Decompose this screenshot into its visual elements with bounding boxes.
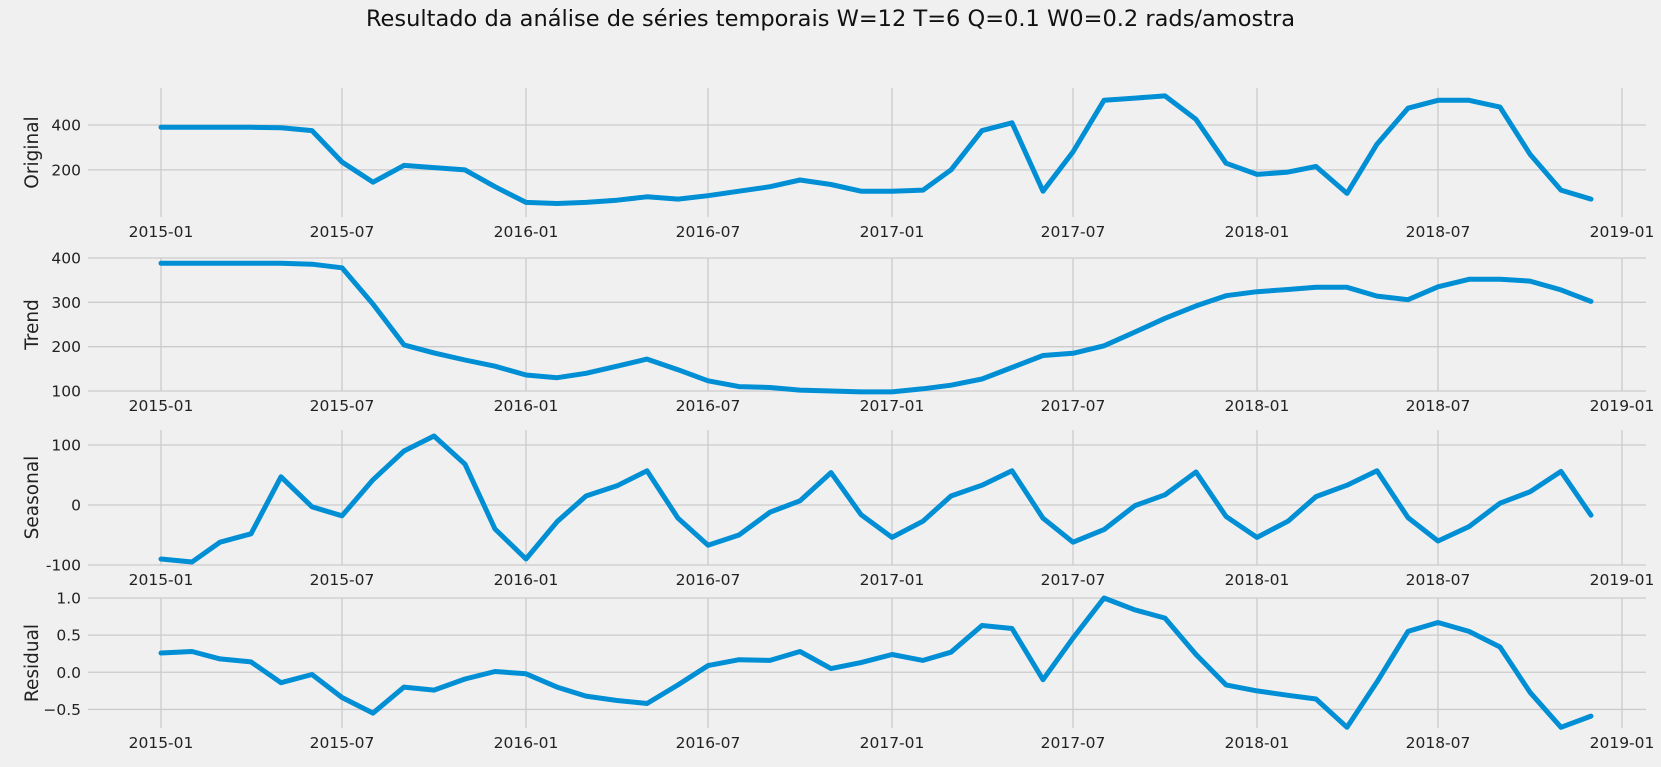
residual-y-tick-label: 0.0	[56, 664, 81, 682]
original-x-tick-label: 2015-07	[310, 223, 375, 241]
residual-y-tick-label: 0.5	[56, 627, 81, 645]
seasonal-x-tick-label: 2019-01	[1590, 571, 1655, 589]
trend-y-tick-label: 400	[51, 250, 81, 268]
original-x-tick-label: 2017-07	[1041, 223, 1106, 241]
seasonal-y-tick-label: -100	[46, 557, 81, 575]
trend-y-tick-label: 300	[51, 294, 81, 312]
seasonal-y-tick-label: 100	[51, 437, 81, 455]
residual-y-tick-label: 1.0	[56, 590, 81, 608]
trend-x-tick-label: 2017-07	[1041, 397, 1106, 415]
original-x-tick-label: 2017-01	[860, 223, 925, 241]
original-x-tick-label: 2018-07	[1406, 223, 1471, 241]
trend-x-tick-label: 2016-07	[676, 397, 741, 415]
original-y-tick-label: 400	[51, 117, 81, 135]
seasonal-x-tick-label: 2018-07	[1406, 571, 1471, 589]
original-y-tick-label: 200	[51, 161, 81, 179]
trend-x-tick-label: 2017-01	[860, 397, 925, 415]
original-series-line	[158, 93, 1594, 206]
residual-x-tick-label: 2018-01	[1225, 734, 1290, 752]
original-x-tick-label: 2016-07	[676, 223, 741, 241]
residual-x-tick-label: 2015-07	[310, 734, 375, 752]
residual-series-line	[158, 595, 1594, 730]
seasonal-x-tick-label: 2015-01	[129, 571, 194, 589]
residual-x-tick-label: 2016-07	[676, 734, 741, 752]
seasonal-x-tick-label: 2018-01	[1225, 571, 1290, 589]
original-x-tick-label: 2015-01	[129, 223, 194, 241]
trend-x-tick-label: 2015-01	[129, 397, 194, 415]
trend-x-tick-label: 2016-01	[494, 397, 559, 415]
trend-x-tick-label: 2015-07	[310, 397, 375, 415]
seasonal-x-tick-label: 2016-01	[494, 571, 559, 589]
trend-y-tick-label: 200	[51, 338, 81, 356]
original-x-tick-label: 2018-01	[1225, 223, 1290, 241]
trend-series-line	[158, 260, 1594, 395]
residual-x-tick-label: 2017-07	[1041, 734, 1106, 752]
residual-x-tick-label: 2016-01	[494, 734, 559, 752]
seasonal-x-tick-label: 2015-07	[310, 571, 375, 589]
residual-x-tick-label: 2019-01	[1590, 734, 1655, 752]
seasonal-series-line	[158, 433, 1594, 565]
seasonal-x-tick-label: 2016-07	[676, 571, 741, 589]
residual-y-tick-label: −0.5	[43, 701, 81, 719]
original-axis-label: Original	[22, 116, 43, 188]
seasonal-y-tick-label: 0	[71, 497, 81, 515]
seasonal-x-tick-label: 2017-07	[1041, 571, 1106, 589]
trend-axis-label: Trend	[22, 299, 43, 351]
residual-axis-label: Residual	[22, 624, 43, 702]
figure-title: Resultado da análise de séries temporais…	[365, 6, 1296, 32]
trend-x-tick-label: 2018-01	[1225, 397, 1290, 415]
residual-x-tick-label: 2017-01	[860, 734, 925, 752]
original-x-tick-label: 2019-01	[1590, 223, 1655, 241]
trend-x-tick-label: 2018-07	[1406, 397, 1471, 415]
seasonal-x-tick-label: 2017-01	[860, 571, 925, 589]
residual-x-tick-label: 2018-07	[1406, 734, 1471, 752]
seasonal-axis-label: Seasonal	[22, 456, 43, 540]
trend-x-tick-label: 2019-01	[1590, 397, 1655, 415]
trend-y-tick-label: 100	[51, 383, 81, 401]
original-x-tick-label: 2016-01	[494, 223, 559, 241]
residual-x-tick-label: 2015-01	[129, 734, 194, 752]
